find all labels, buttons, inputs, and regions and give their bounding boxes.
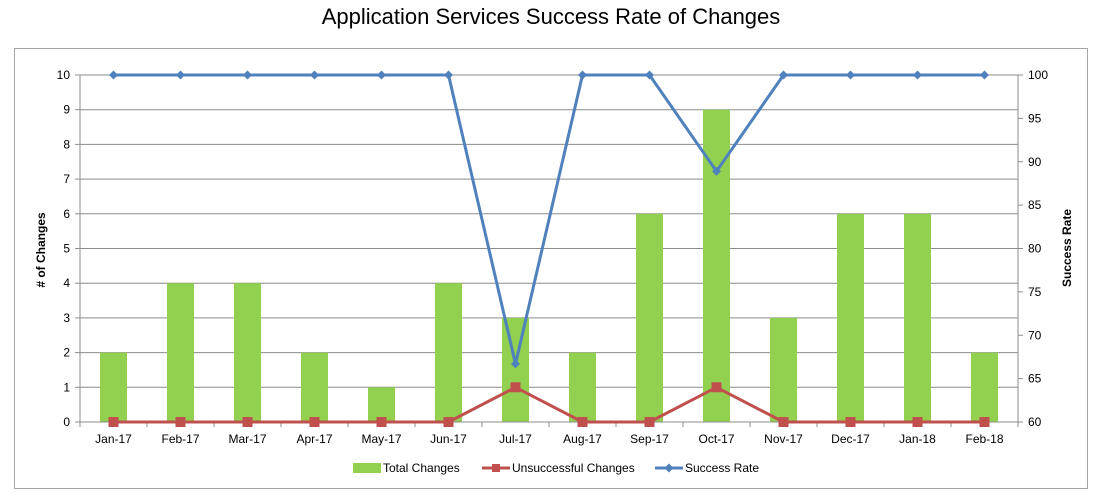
y-right-tick-label: 65 xyxy=(1028,372,1042,386)
point-success-rate xyxy=(578,70,587,80)
point-unsuccessful-changes xyxy=(443,417,454,427)
axes xyxy=(75,74,1023,427)
y-tick-label: 0 xyxy=(63,415,70,429)
line-success-rate xyxy=(113,73,985,366)
bar-total-changes xyxy=(435,283,462,422)
y-tick-label: 9 xyxy=(63,103,70,117)
point-success-rate xyxy=(645,70,654,80)
legend-marker-success-rate xyxy=(664,463,674,473)
bar-total-changes xyxy=(368,387,395,422)
bar-total-changes xyxy=(837,213,864,422)
lines xyxy=(108,70,990,427)
x-tick-label: Mar-17 xyxy=(228,432,266,446)
x-tick-label: Oct-17 xyxy=(698,432,734,446)
point-unsuccessful-changes xyxy=(979,417,990,427)
gridlines xyxy=(80,74,1018,423)
x-tick-label: Sep-17 xyxy=(630,432,669,446)
x-tick-label: Feb-17 xyxy=(161,432,199,446)
legend-label-success-rate: Success Rate xyxy=(685,461,759,475)
legend: Total Changes Unsuccessful Changes Success… xyxy=(353,461,759,475)
point-unsuccessful-changes xyxy=(644,417,655,427)
point-success-rate xyxy=(712,166,721,176)
legend-label-total-changes: Total Changes xyxy=(383,461,460,475)
y-axis-label: # of Changes xyxy=(34,212,48,288)
x-tick-label: Aug-17 xyxy=(563,432,602,446)
point-success-rate xyxy=(243,70,252,80)
y-tick-label: 8 xyxy=(63,137,70,151)
point-success-rate xyxy=(176,70,185,80)
y-right-tick-label: 95 xyxy=(1028,111,1042,125)
y-tick-label: 1 xyxy=(63,380,70,394)
y-right-tick-label: 60 xyxy=(1028,415,1042,429)
x-tick-label: Feb-18 xyxy=(965,432,1003,446)
point-unsuccessful-changes xyxy=(912,417,923,427)
point-success-rate xyxy=(913,70,922,80)
y-tick-label: 5 xyxy=(63,242,70,256)
x-tick-label: Jul-17 xyxy=(499,432,532,446)
x-tick-label: Dec-17 xyxy=(831,432,870,446)
bars xyxy=(100,109,998,422)
bar-total-changes xyxy=(502,317,529,422)
y-right-tick-label: 70 xyxy=(1028,328,1042,342)
y-tick-label: 6 xyxy=(63,207,70,221)
chart-frame xyxy=(14,48,1088,489)
point-unsuccessful-changes xyxy=(108,417,119,427)
point-unsuccessful-changes xyxy=(577,417,588,427)
bar-total-changes xyxy=(770,317,797,422)
point-unsuccessful-changes xyxy=(845,417,856,427)
point-unsuccessful-changes xyxy=(510,382,521,393)
point-unsuccessful-changes xyxy=(309,417,320,427)
bar-total-changes xyxy=(703,109,730,422)
point-unsuccessful-changes xyxy=(175,417,186,427)
y-tick-label: 7 xyxy=(63,172,70,186)
point-success-rate xyxy=(980,70,989,80)
bar-total-changes xyxy=(301,352,328,422)
point-success-rate xyxy=(511,359,520,369)
point-success-rate xyxy=(846,70,855,80)
y-right-tick-label: 85 xyxy=(1028,198,1042,212)
chart-title: Application Services Success Rate of Cha… xyxy=(321,4,781,29)
y-right-tick-label: 100 xyxy=(1028,68,1048,82)
y-tick-label: 3 xyxy=(63,311,70,325)
y-right-tick-label: 80 xyxy=(1028,242,1042,256)
legend-marker-unsuccessful-changes xyxy=(492,464,500,472)
y-axis-right-label: Success Rate xyxy=(1060,209,1074,287)
point-success-rate xyxy=(377,70,386,80)
y-right-tick-label: 75 xyxy=(1028,285,1042,299)
bar-total-changes xyxy=(234,283,261,422)
x-tick-label: Jun-17 xyxy=(430,432,467,446)
x-tick-label: Jan-18 xyxy=(899,432,936,446)
y-tick-label: 4 xyxy=(63,276,70,290)
point-success-rate xyxy=(109,70,118,80)
bar-total-changes xyxy=(569,352,596,422)
point-unsuccessful-changes xyxy=(711,382,722,393)
y-right-tick-label: 90 xyxy=(1028,155,1042,169)
y-tick-label: 2 xyxy=(63,346,70,360)
x-tick-label: Apr-17 xyxy=(296,432,332,446)
bar-total-changes xyxy=(971,352,998,422)
x-tick-label: Nov-17 xyxy=(764,432,803,446)
bar-total-changes xyxy=(904,213,931,422)
point-success-rate xyxy=(779,70,788,80)
y-tick-label: 10 xyxy=(57,68,71,82)
legend-swatch-total-changes xyxy=(353,463,381,473)
x-tick-label: Jan-17 xyxy=(95,432,132,446)
point-unsuccessful-changes xyxy=(778,417,789,427)
legend-label-unsuccessful-changes: Unsuccessful Changes xyxy=(512,461,635,475)
point-unsuccessful-changes xyxy=(376,417,387,427)
point-success-rate xyxy=(310,70,319,80)
point-unsuccessful-changes xyxy=(242,417,253,427)
line-unsuccessful-changes xyxy=(113,385,985,424)
bar-total-changes xyxy=(636,213,663,422)
x-tick-label: May-17 xyxy=(361,432,401,446)
bar-total-changes xyxy=(100,352,127,422)
bar-total-changes xyxy=(167,283,194,422)
tick-labels: 0 1 2 3 4 5 6 7 8 9 10 60 65 70 75 80 85 90 95 100 Jan-17 Feb… xyxy=(57,68,1049,446)
point-success-rate xyxy=(444,70,453,80)
